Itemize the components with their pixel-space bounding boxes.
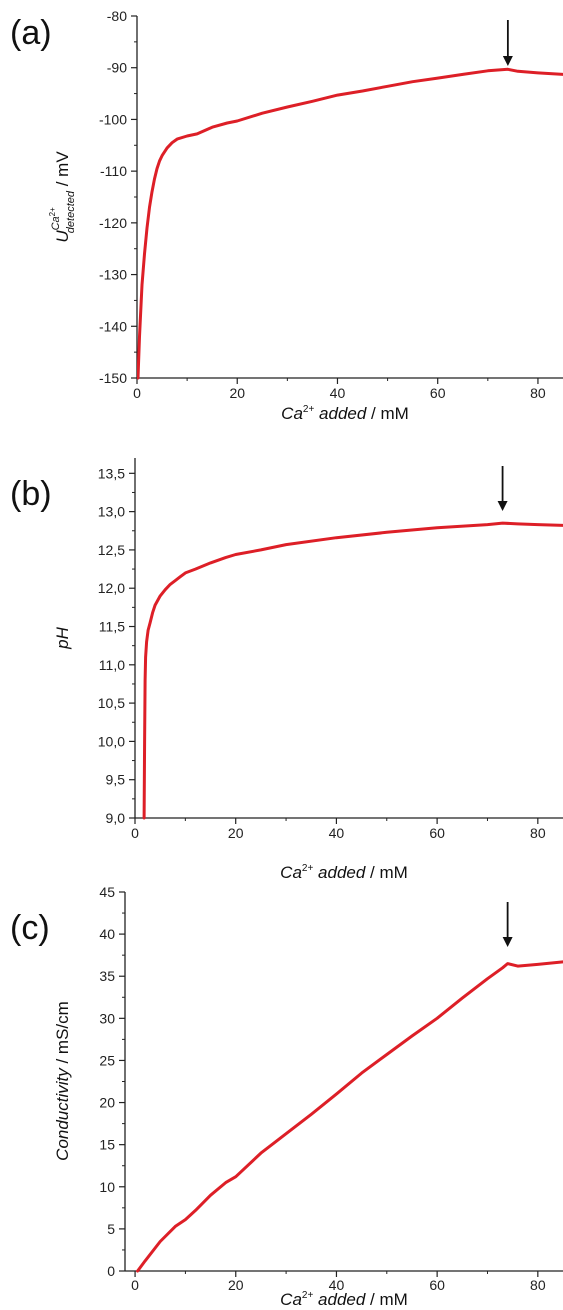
y-tick-label: 40 bbox=[99, 926, 115, 942]
panel-label: (c) bbox=[10, 909, 50, 947]
x-tick-label: 0 bbox=[133, 385, 141, 401]
y-tick-label: 11,0 bbox=[99, 657, 125, 673]
y-tick-label: -80 bbox=[107, 8, 127, 24]
x-axis-label: Ca2+ added / mM bbox=[280, 1290, 408, 1309]
series-line bbox=[137, 67, 563, 380]
y-tick-label: -140 bbox=[99, 318, 127, 334]
y-axis-label-symbol: U bbox=[53, 230, 72, 243]
x-tick-label: 40 bbox=[329, 1277, 345, 1293]
y-tick-label: 10,0 bbox=[98, 733, 125, 749]
y-tick-label: 35 bbox=[99, 968, 115, 984]
x-tick-label: 20 bbox=[228, 825, 244, 841]
y-tick-label: 15 bbox=[99, 1137, 115, 1153]
y-tick-label: -130 bbox=[99, 267, 127, 283]
series-line bbox=[136, 960, 563, 1273]
x-tick-label: 60 bbox=[429, 825, 445, 841]
y-tick-label: 13,0 bbox=[98, 504, 125, 520]
x-tick-label: 60 bbox=[429, 1277, 445, 1293]
y-tick-label: 45 bbox=[99, 884, 115, 900]
y-tick-label: 10,5 bbox=[98, 695, 125, 711]
y-axis-label: pH bbox=[53, 626, 72, 649]
y-tick-label: 12,5 bbox=[98, 542, 125, 558]
y-axis-label-sub: detected bbox=[65, 190, 77, 233]
x-tick-label: 80 bbox=[530, 1277, 546, 1293]
y-tick-label: 11,5 bbox=[99, 619, 125, 635]
x-axis-label: Ca2+ added / mM bbox=[280, 863, 408, 882]
x-axis-label-unit: / mM bbox=[365, 863, 408, 882]
y-tick-label: -110 bbox=[100, 163, 127, 179]
x-tick-label: 80 bbox=[530, 385, 546, 401]
x-axis-label-ion: Ca bbox=[281, 404, 303, 423]
x-tick-label: 60 bbox=[430, 385, 446, 401]
y-tick-label: 30 bbox=[99, 1010, 115, 1026]
x-axis-label-unit: / mM bbox=[366, 404, 409, 423]
series-line bbox=[142, 521, 563, 820]
x-axis-label-unit: / mM bbox=[365, 1290, 408, 1309]
chart-panel-2: (b) 9,0 9,5 10,0 10,5 11,0 11,5 12,0 12,5 13,0 13,… bbox=[10, 458, 563, 882]
x-axis-label: Ca2+ added / mM bbox=[281, 404, 409, 423]
x-tick-label: 0 bbox=[131, 825, 139, 841]
y-axis-label-unit: / mS/cm bbox=[53, 1001, 72, 1068]
y-axis-label-unit: / mV bbox=[53, 151, 72, 191]
y-tick-label: 0 bbox=[107, 1263, 115, 1279]
y-tick-label: 9,0 bbox=[106, 810, 126, 826]
y-tick-label: -100 bbox=[99, 111, 127, 127]
x-tick-label: 20 bbox=[228, 1277, 244, 1293]
y-axis-label-quantity: pH bbox=[53, 626, 72, 649]
y-tick-label: 20 bbox=[99, 1095, 115, 1111]
y-tick-label: 10 bbox=[99, 1179, 115, 1195]
chart-panel-3: (c) 0 5 10 15 20 25 30 35 40 45 0 20 40 60 80 Ca2+ added… bbox=[10, 884, 563, 1309]
x-axis-label-ion: Ca bbox=[280, 1290, 302, 1309]
y-tick-label: 9,5 bbox=[106, 772, 126, 788]
x-tick-label: 80 bbox=[530, 825, 546, 841]
x-tick-label: 40 bbox=[330, 385, 346, 401]
y-tick-label: 25 bbox=[99, 1052, 115, 1068]
chart-panel-1: (a) -150 -140 -130 -120 -110 -100 -90 -80 0 20 40 60… bbox=[10, 8, 563, 423]
y-axis-label-quantity: Conductivity bbox=[53, 1067, 72, 1161]
x-tick-label: 40 bbox=[329, 825, 345, 841]
y-tick-label: -90 bbox=[107, 60, 127, 76]
y-tick-label: 5 bbox=[107, 1221, 115, 1237]
x-axis-label-word: added bbox=[313, 863, 366, 882]
y-axis-label: UCa2+ detected / mV bbox=[48, 151, 77, 243]
y-tick-label: -120 bbox=[99, 215, 127, 231]
y-axis-label-sup-charge: 2+ bbox=[48, 207, 57, 216]
x-axis-label-word: added bbox=[314, 404, 367, 423]
panel-label: (a) bbox=[10, 14, 52, 52]
y-axis-label: Conductivity / mS/cm bbox=[53, 1001, 72, 1161]
y-tick-label: 13,5 bbox=[98, 465, 125, 481]
panel-label: (b) bbox=[10, 475, 52, 513]
x-axis-label-word: added bbox=[313, 1290, 366, 1309]
x-axis-label-charge: 2+ bbox=[302, 863, 314, 874]
y-tick-label: 12,0 bbox=[98, 580, 125, 596]
y-axis-label-sup: Ca bbox=[50, 216, 62, 230]
x-axis-label-charge: 2+ bbox=[302, 1290, 314, 1301]
x-tick-label: 20 bbox=[229, 385, 245, 401]
x-axis-label-ion: Ca bbox=[280, 863, 302, 882]
y-tick-label: -150 bbox=[99, 370, 127, 386]
x-axis-label-charge: 2+ bbox=[303, 404, 315, 415]
x-tick-label: 0 bbox=[131, 1277, 139, 1293]
